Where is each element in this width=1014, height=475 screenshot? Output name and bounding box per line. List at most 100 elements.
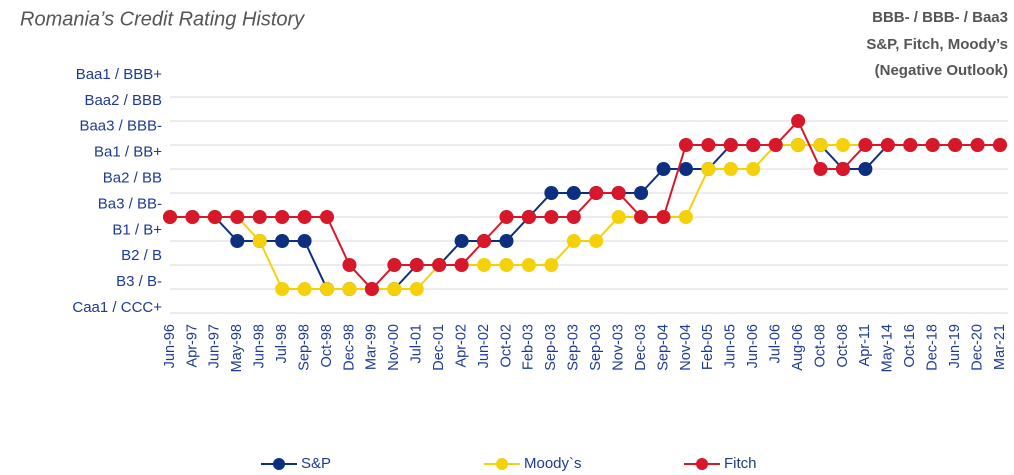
- y-tick-label: Ba2 / BB: [103, 169, 162, 186]
- point: [589, 234, 604, 248]
- point: [409, 258, 424, 272]
- y-tick-label: Caa1 / CCC+: [72, 299, 162, 316]
- point: [948, 138, 963, 152]
- point: [701, 162, 716, 176]
- x-tick-label: Sep-98: [296, 324, 312, 371]
- point: [230, 234, 245, 248]
- x-tick-label: Sep-03: [588, 324, 604, 371]
- point: [387, 282, 402, 296]
- point: [432, 258, 447, 272]
- point: [477, 234, 492, 248]
- point: [678, 138, 693, 152]
- x-tick-label: Aug-06: [790, 324, 806, 371]
- point: [880, 138, 895, 152]
- series-line: [170, 119, 1000, 291]
- x-tick-label: Sep-03: [566, 324, 582, 371]
- x-tick-label: Jun-19: [947, 324, 963, 368]
- y-tick-label: B2 / B: [121, 247, 162, 264]
- point: [544, 210, 559, 224]
- point: [364, 282, 379, 296]
- legend-label: S&P: [301, 455, 331, 472]
- x-tick-label: May-14: [880, 324, 896, 372]
- point: [566, 186, 581, 200]
- x-tick-label: Jun-05: [723, 324, 739, 368]
- x-tick-label: Oct-08: [812, 324, 828, 368]
- point: [925, 138, 940, 152]
- point: [252, 210, 267, 224]
- point: [858, 138, 873, 152]
- x-tick-label: Dec-18: [925, 324, 941, 371]
- y-tick-label: Baa3 / BBB-: [79, 118, 162, 135]
- point: [835, 138, 850, 152]
- point: [678, 210, 693, 224]
- y-tick-label: Baa2 / BBB: [84, 92, 162, 109]
- point: [207, 210, 222, 224]
- point: [656, 162, 671, 176]
- point: [611, 210, 626, 224]
- x-tick-label: Dec-03: [633, 324, 649, 371]
- point: [477, 258, 492, 272]
- x-tick-label: Nov-03: [610, 324, 626, 371]
- x-tick-label: Mar-21: [992, 324, 1008, 370]
- x-tick-label: Feb-05: [700, 324, 716, 370]
- point: [813, 138, 828, 152]
- legend-label: Fitch: [724, 455, 757, 472]
- x-tick-label: Jul-98: [274, 324, 290, 364]
- point: [566, 234, 581, 248]
- point: [454, 258, 469, 272]
- point: [634, 186, 649, 200]
- point: [342, 282, 357, 296]
- x-tick-label: Oct-16: [902, 324, 918, 368]
- point: [791, 114, 806, 128]
- point: [768, 138, 783, 152]
- legend-marker: [273, 458, 285, 470]
- point: [320, 210, 335, 224]
- rating-note: (Negative Outlook): [875, 62, 1008, 79]
- point: [297, 210, 312, 224]
- x-tick-label: Apr-11: [857, 324, 873, 366]
- point: [634, 210, 649, 224]
- point: [275, 282, 290, 296]
- point: [163, 210, 177, 224]
- point: [521, 210, 536, 224]
- x-tick-label: Nov-00: [386, 324, 402, 371]
- y-tick-label: Ba1 / BB+: [94, 144, 162, 161]
- point: [589, 186, 604, 200]
- point: [230, 210, 245, 224]
- x-tick-label: Jul-01: [409, 324, 425, 364]
- y-tick-label: Ba3 / BB-: [98, 195, 162, 212]
- point: [678, 162, 693, 176]
- point: [499, 210, 514, 224]
- x-tick-label: Nov-04: [678, 324, 694, 371]
- point: [993, 138, 1007, 152]
- point: [275, 234, 290, 248]
- point: [387, 258, 402, 272]
- y-tick-label: B3 / B-: [116, 273, 162, 290]
- x-tick-label: Sep-03: [543, 324, 559, 371]
- point: [835, 162, 850, 176]
- y-tick-label: B1 / B+: [112, 221, 162, 238]
- point: [656, 210, 671, 224]
- point: [746, 138, 761, 152]
- point: [858, 162, 873, 176]
- x-tick-label: Oct-02: [498, 324, 514, 368]
- x-tick-label: Feb-03: [521, 324, 537, 370]
- legend-marker: [696, 458, 708, 470]
- point: [275, 210, 290, 224]
- point: [252, 234, 267, 248]
- point: [409, 282, 424, 296]
- point: [297, 282, 312, 296]
- point: [544, 186, 559, 200]
- point: [611, 186, 626, 200]
- rating-note: BBB- / BBB- / Baa3: [872, 9, 1008, 26]
- x-tick-label: Jun-96: [162, 324, 178, 368]
- chart-title: Romania’s Credit Rating History: [20, 8, 305, 30]
- point: [342, 258, 357, 272]
- y-tick-label: Baa1 / BBB+: [76, 66, 163, 83]
- x-tick-label: Mar-99: [364, 324, 380, 370]
- x-tick-label: Apr-02: [453, 324, 469, 368]
- point: [297, 234, 312, 248]
- x-tick-label: Oct-08: [835, 324, 851, 368]
- x-tick-label: Dec-01: [431, 324, 447, 371]
